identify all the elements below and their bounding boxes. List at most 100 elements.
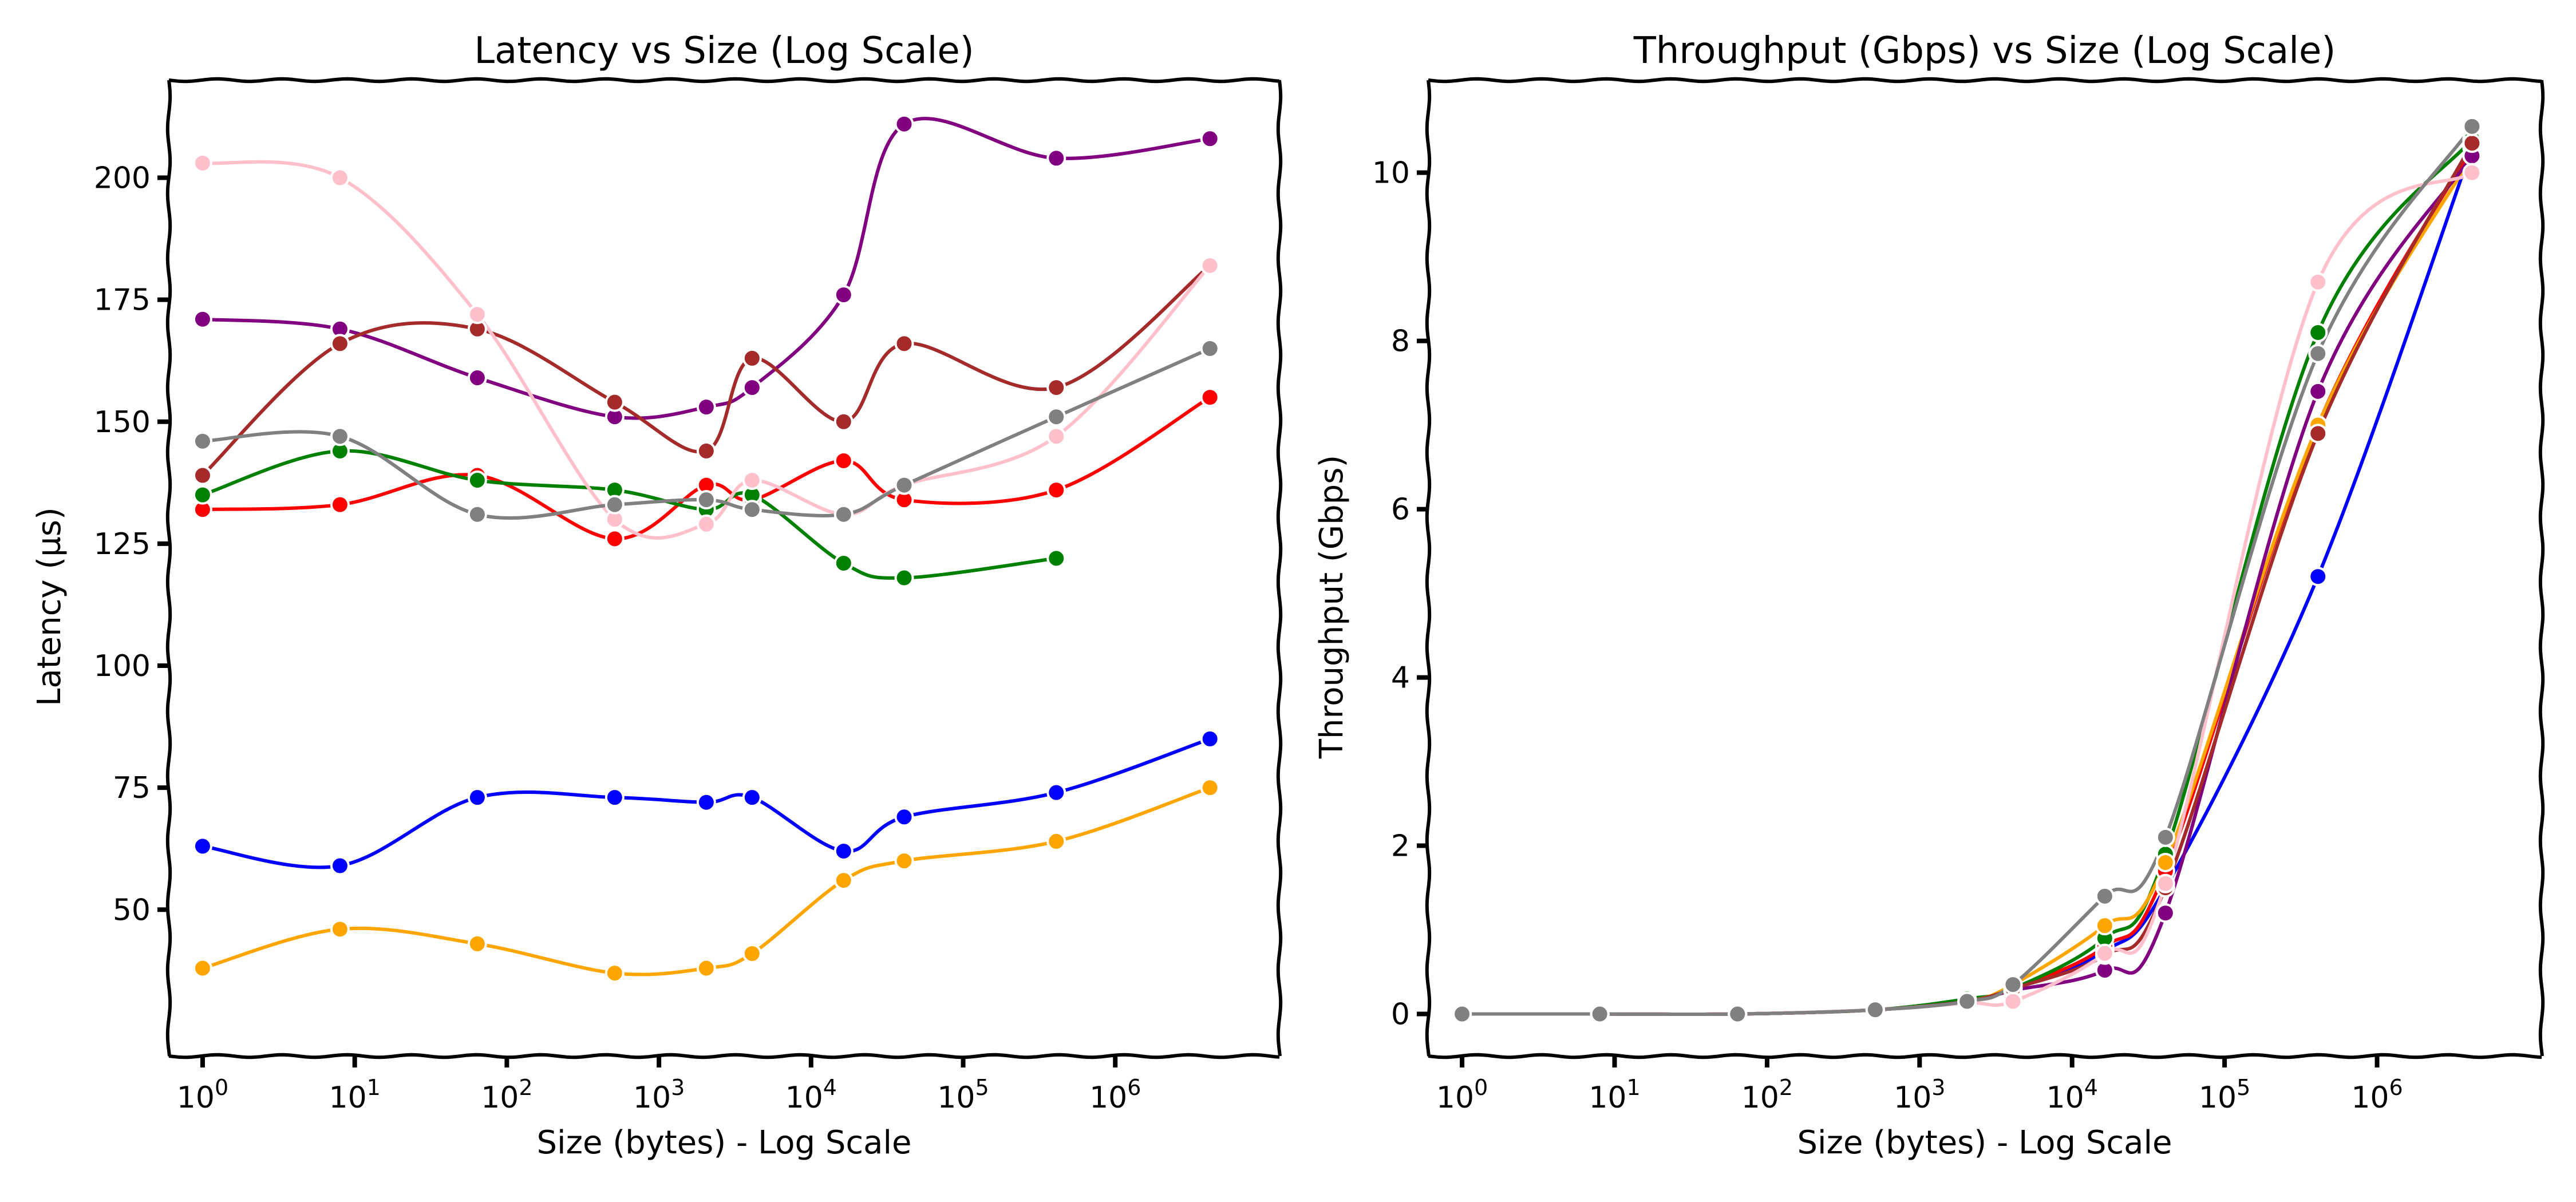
latency-series-line-6 bbox=[200, 160, 1212, 540]
latency-data-point bbox=[894, 334, 914, 354]
latency-data-point bbox=[1046, 378, 1066, 398]
latency-data-point bbox=[1200, 338, 1220, 358]
latency-data-point bbox=[605, 788, 625, 808]
latency-data-point bbox=[467, 504, 487, 524]
throughput-y-tick-label: 0 bbox=[1391, 998, 1410, 1032]
latency-data-point bbox=[1200, 129, 1220, 149]
throughput-x-axis-label: Size (bytes) - Log Scale bbox=[1797, 1124, 2172, 1161]
throughput-x-tick-label: 103 bbox=[1894, 1075, 1945, 1115]
throughput-chart-title: Throughput (Gbps) vs Size (Log Scale) bbox=[1633, 30, 2336, 72]
latency-series-line-3 bbox=[200, 786, 1212, 976]
throughput-data-point bbox=[2308, 567, 2328, 587]
latency-data-point bbox=[192, 958, 212, 978]
latency-panel: Latency vs Size (Log Scale) 100 101 102 103… bbox=[31, 30, 1283, 1161]
latency-y-axis-label: Latency (µs) bbox=[31, 507, 68, 706]
throughput-y-axis: 0 2 4 6 8 10 bbox=[1372, 156, 1428, 1032]
throughput-data-point bbox=[1590, 1004, 1610, 1024]
latency-data-point bbox=[1200, 778, 1220, 798]
throughput-data-point bbox=[2308, 322, 2328, 342]
latency-data-point bbox=[894, 568, 914, 588]
throughput-y-tick-label: 10 bbox=[1372, 156, 1410, 191]
latency-data-point bbox=[605, 495, 625, 515]
throughput-data-point bbox=[2462, 163, 2482, 183]
latency-series-line-2 bbox=[200, 449, 1058, 580]
throughput-data-point bbox=[1865, 1000, 1885, 1020]
latency-chart-title: Latency vs Size (Log Scale) bbox=[474, 30, 974, 72]
throughput-data-point bbox=[1452, 1004, 1472, 1024]
throughput-data-point bbox=[2155, 852, 2175, 872]
latency-plot-frame bbox=[165, 77, 1283, 1059]
latency-data-point bbox=[833, 841, 854, 861]
latency-x-tick-label: 105 bbox=[937, 1075, 989, 1115]
latency-data-point bbox=[467, 470, 487, 491]
latency-series-line-7 bbox=[200, 346, 1212, 520]
latency-x-tick-label: 102 bbox=[481, 1075, 532, 1115]
latency-data-point bbox=[833, 504, 854, 524]
latency-data-point bbox=[696, 958, 716, 978]
latency-data-point bbox=[742, 788, 762, 808]
throughput-y-axis-label: Throughput (Gbps) bbox=[1313, 455, 1350, 759]
latency-data-point bbox=[605, 392, 625, 412]
throughput-data-point bbox=[2462, 133, 2482, 153]
latency-data-point bbox=[742, 470, 762, 491]
latency-data-point bbox=[330, 426, 350, 446]
latency-y-tick-label: 150 bbox=[94, 405, 151, 440]
throughput-data-point bbox=[2095, 916, 2115, 936]
latency-data-point bbox=[1046, 407, 1066, 427]
latency-data-point bbox=[833, 871, 854, 891]
throughput-series-line-7 bbox=[1460, 124, 2474, 1017]
latency-y-tick-label: 75 bbox=[113, 771, 151, 805]
latency-data-point bbox=[1046, 148, 1066, 168]
latency-data-point bbox=[742, 378, 762, 398]
latency-data-point bbox=[192, 431, 212, 451]
throughput-x-tick-label: 106 bbox=[2351, 1075, 2403, 1115]
throughput-y-tick-label: 2 bbox=[1391, 829, 1410, 864]
throughput-data-point bbox=[2308, 272, 2328, 292]
throughput-data-point bbox=[2003, 991, 2023, 1011]
throughput-data-point bbox=[2155, 827, 2175, 847]
throughput-x-tick-label: 104 bbox=[2046, 1075, 2098, 1115]
latency-data-point bbox=[192, 465, 212, 485]
latency-data-point bbox=[330, 495, 350, 515]
latency-data-point bbox=[605, 963, 625, 983]
latency-data-point bbox=[833, 285, 854, 305]
throughput-panel: Throughput (Gbps) vs Size (Log Scale) 10… bbox=[1313, 30, 2545, 1161]
throughput-x-axis: 100 101 102 103 104 105 106 bbox=[1436, 1056, 2403, 1115]
latency-data-point bbox=[696, 490, 716, 510]
latency-data-point bbox=[1046, 480, 1066, 500]
latency-data-point bbox=[696, 397, 716, 417]
throughput-data-point bbox=[2095, 943, 2115, 963]
latency-data-point bbox=[1200, 729, 1220, 749]
latency-data-point bbox=[742, 943, 762, 963]
throughput-plot-frame bbox=[1425, 77, 2545, 1059]
latency-y-tick-label: 50 bbox=[113, 893, 151, 927]
latency-data-point bbox=[330, 334, 350, 354]
latency-x-tick-label: 100 bbox=[177, 1075, 228, 1115]
throughput-data-point bbox=[1728, 1004, 1748, 1024]
latency-data-point bbox=[192, 153, 212, 173]
latency-data-point bbox=[467, 788, 487, 808]
latency-data-point bbox=[1046, 426, 1066, 446]
latency-data-point bbox=[696, 792, 716, 812]
throughput-x-tick-label: 100 bbox=[1436, 1075, 1488, 1115]
throughput-y-tick-label: 4 bbox=[1391, 661, 1410, 695]
latency-data-point bbox=[605, 529, 625, 549]
latency-series-line-1 bbox=[200, 737, 1212, 869]
latency-data-point bbox=[330, 168, 350, 188]
throughput-data-point bbox=[2155, 903, 2175, 923]
latency-data-point bbox=[894, 114, 914, 134]
latency-data-point bbox=[467, 368, 487, 388]
throughput-data-point bbox=[1957, 991, 1977, 1011]
throughput-data-point bbox=[2308, 381, 2328, 401]
latency-data-point bbox=[1046, 831, 1066, 851]
latency-data-point bbox=[467, 305, 487, 325]
latency-series-line-5 bbox=[200, 263, 1212, 477]
throughput-series-group bbox=[1452, 116, 2482, 1024]
latency-x-axis-label: Size (bytes) - Log Scale bbox=[536, 1124, 911, 1161]
latency-series-line-0 bbox=[200, 396, 1212, 541]
throughput-x-tick-label: 102 bbox=[1741, 1075, 1793, 1115]
latency-data-point bbox=[696, 514, 716, 534]
latency-x-tick-label: 103 bbox=[633, 1075, 685, 1115]
latency-data-point bbox=[330, 919, 350, 939]
